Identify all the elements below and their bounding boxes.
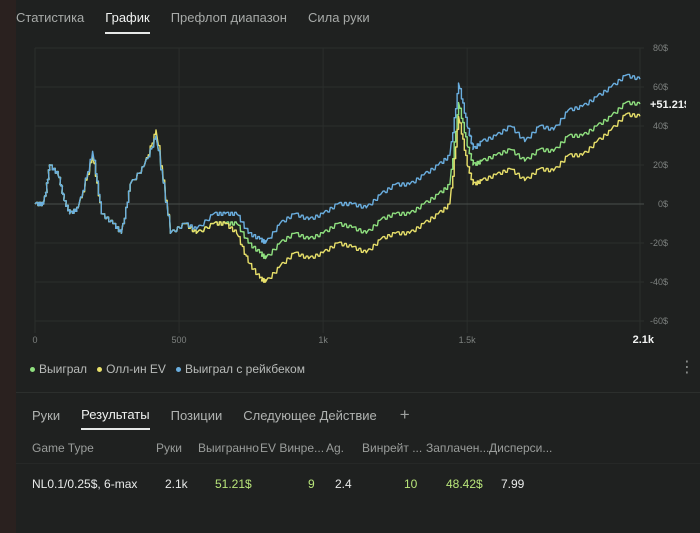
cell-rake-paid: 48.42$ [446, 477, 483, 491]
x-tick-label: 0 [32, 335, 37, 345]
section-divider [16, 392, 700, 393]
tab-results[interactable]: Результаты [81, 407, 150, 430]
window-edge [0, 0, 16, 533]
y-tick-label: 60$ [653, 82, 668, 92]
legend-dot [97, 366, 103, 372]
y-tick-label: -40$ [650, 277, 668, 287]
tab-next-action[interactable]: Следующее Действие [243, 408, 377, 423]
table-header: Game Type Руки Выигранно EV Винре... Ag.… [0, 441, 700, 457]
legend-item-won[interactable]: Выиграл [30, 362, 87, 376]
cell-ev-winrate: 9 [308, 477, 315, 491]
col-winrate[interactable]: Винрейт ... [362, 441, 423, 455]
tab-hand-strength[interactable]: Сила руки [307, 10, 370, 25]
x-tick-label: 1.5k [459, 335, 477, 345]
legend-item-won-rakeback[interactable]: Выиграл с рейкбеком [175, 362, 305, 376]
tab-graph[interactable]: График [105, 10, 150, 34]
col-variance[interactable]: Дисперси... [489, 441, 553, 455]
y-tick-label: 20$ [653, 160, 668, 170]
bottom-tabs: Руки Результаты Позиции Следующее Действ… [32, 405, 410, 432]
cell-winrate: 10 [404, 477, 418, 491]
cell-hands: 2.1k [165, 477, 188, 491]
series-line [34, 73, 641, 244]
kebab-menu-icon[interactable]: ⋮ [679, 359, 695, 376]
chart-legend: Выиграл Олл-ин EV Выиграл с рейкбеком [30, 362, 305, 376]
x-tick-label: 2.1k [633, 334, 655, 346]
end-value-label: +51.21$ [650, 99, 686, 111]
legend-label: Выиграл с рейкбеком [184, 362, 305, 376]
series-line [34, 112, 641, 283]
cell-game-type: NL0.1/0.25$, 6-max [32, 477, 138, 491]
x-tick-label: 1k [318, 335, 328, 345]
col-hands[interactable]: Руки [156, 441, 182, 455]
table-row[interactable]: NL0.1/0.25$, 6-max 2.1k 51.21$ 9 2.4 10 … [0, 477, 700, 493]
cell-aggression: 2.4 [335, 477, 352, 491]
legend-dot [175, 366, 181, 372]
y-tick-label: 0$ [658, 199, 668, 209]
col-ev-winrate[interactable]: EV Винре... [260, 441, 325, 455]
results-chart[interactable]: 80$ 60$ 40$ 20$ 0$ -20$ -40$ -60$ 0 500 1k 1.5k 2.1k… [16, 38, 686, 348]
legend-label: Выиграл [39, 362, 88, 376]
y-tick-label: 40$ [653, 121, 668, 131]
add-tab-icon[interactable]: + [399, 405, 410, 424]
legend-dot [30, 366, 35, 372]
tab-hands[interactable]: Руки [32, 408, 61, 423]
legend-item-allin-ev[interactable]: Олл-ин EV [97, 362, 166, 376]
series-line [34, 100, 641, 260]
col-rake-paid[interactable]: Заплачен... [426, 441, 490, 455]
header-separator [16, 463, 700, 464]
col-game-type[interactable]: Game Type [32, 441, 94, 455]
col-aggression[interactable]: Ag. [326, 441, 345, 455]
main-panel [16, 0, 700, 533]
y-tick-label: 80$ [653, 43, 668, 53]
top-tabs: Статистика График Префлоп диапазон Сила … [16, 10, 391, 34]
tab-statistics[interactable]: Статистика [16, 10, 85, 25]
cell-won: 51.21$ [215, 477, 252, 491]
legend-label: Олл-ин EV [106, 362, 166, 376]
y-tick-label: -60$ [650, 316, 668, 326]
tab-preflop-range[interactable]: Префлоп диапазон [170, 10, 287, 25]
x-tick-label: 500 [172, 335, 187, 345]
col-won[interactable]: Выигранно [198, 441, 259, 455]
tab-positions[interactable]: Позиции [170, 408, 223, 423]
cell-variance: 7.99 [501, 477, 525, 491]
y-tick-label: -20$ [650, 238, 668, 248]
